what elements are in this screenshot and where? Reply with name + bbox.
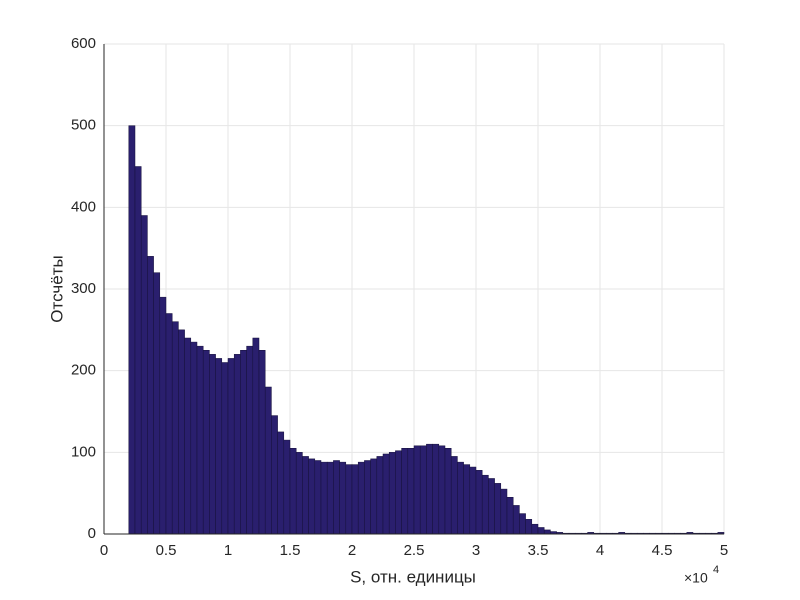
bar [283,439,291,535]
bar [457,461,464,535]
x-axis-label: S, отн. единицы [350,567,476,586]
x-tick-label: 0 [100,542,108,559]
y-tick-label: 500 [71,117,96,134]
bar [184,337,192,535]
bar [525,519,533,535]
x-multiplier: ×10 [684,570,708,586]
bar [450,456,458,535]
bar [302,456,309,535]
bar [388,452,396,535]
bar [364,460,371,535]
bar [413,445,421,535]
bar [438,445,446,535]
bar [339,461,347,535]
bar [333,460,340,535]
bar [271,415,278,535]
x-multiplier-exponent: 4 [713,564,719,576]
bar [537,527,545,535]
bar [196,345,204,535]
bar [543,529,551,535]
x-tick-label: 1.5 [280,542,301,559]
bar [202,350,210,535]
bar [264,386,272,535]
bar [258,350,266,535]
bar [233,354,241,535]
bar [289,448,297,535]
bar [165,313,173,535]
bar [227,358,235,535]
bar [314,460,322,535]
bar [382,453,390,535]
bar [345,464,353,535]
bar [395,450,402,535]
y-tick-label: 300 [71,280,96,297]
bar [426,443,433,535]
bar [147,256,154,535]
bar [463,464,471,535]
x-tick-label: 3 [472,542,480,559]
bar [252,337,260,535]
bar [475,470,483,535]
bar [444,448,452,535]
bar [506,497,514,535]
bar [488,478,495,535]
bar [308,458,316,535]
x-tick-label: 2 [348,542,356,559]
x-tick-label: 3.5 [528,542,549,559]
x-tick-label: 5 [720,542,728,559]
y-tick-label: 600 [71,35,96,52]
bar [370,458,378,535]
bar [320,461,328,535]
bar [376,456,384,535]
y-axis-label: Отсчёты [47,255,66,322]
bar [190,341,198,535]
x-tick-label: 0.5 [156,542,177,559]
bar [295,452,303,535]
y-tick-label: 200 [71,362,96,379]
bar [419,445,427,535]
bar [159,296,167,535]
x-tick-label: 2.5 [404,542,425,559]
bar [140,215,148,535]
x-tick-label: 4.5 [652,542,673,559]
y-tick-label: 100 [71,443,96,460]
bar [357,461,365,535]
bar [221,362,229,535]
bar [481,474,489,535]
bar [407,448,415,535]
bar [494,483,502,535]
x-tick-label: 1 [224,542,232,559]
bar [401,448,409,535]
bar [277,431,285,535]
x-tick-label: 4 [596,542,604,559]
bar [432,443,440,535]
bar [215,358,223,535]
bar [178,329,185,535]
bar [209,354,216,535]
bar [519,513,526,535]
bar [531,523,539,535]
bar [469,466,477,535]
bar [153,272,161,535]
y-tick-label: 0 [88,525,96,542]
bar [326,461,334,535]
bar [512,505,520,535]
y-tick-label: 400 [71,198,96,215]
bar [351,464,359,535]
bar [246,345,254,535]
bar [134,166,142,535]
bar [171,321,179,535]
bar [240,350,247,535]
bar [128,125,136,535]
bar [500,488,508,535]
